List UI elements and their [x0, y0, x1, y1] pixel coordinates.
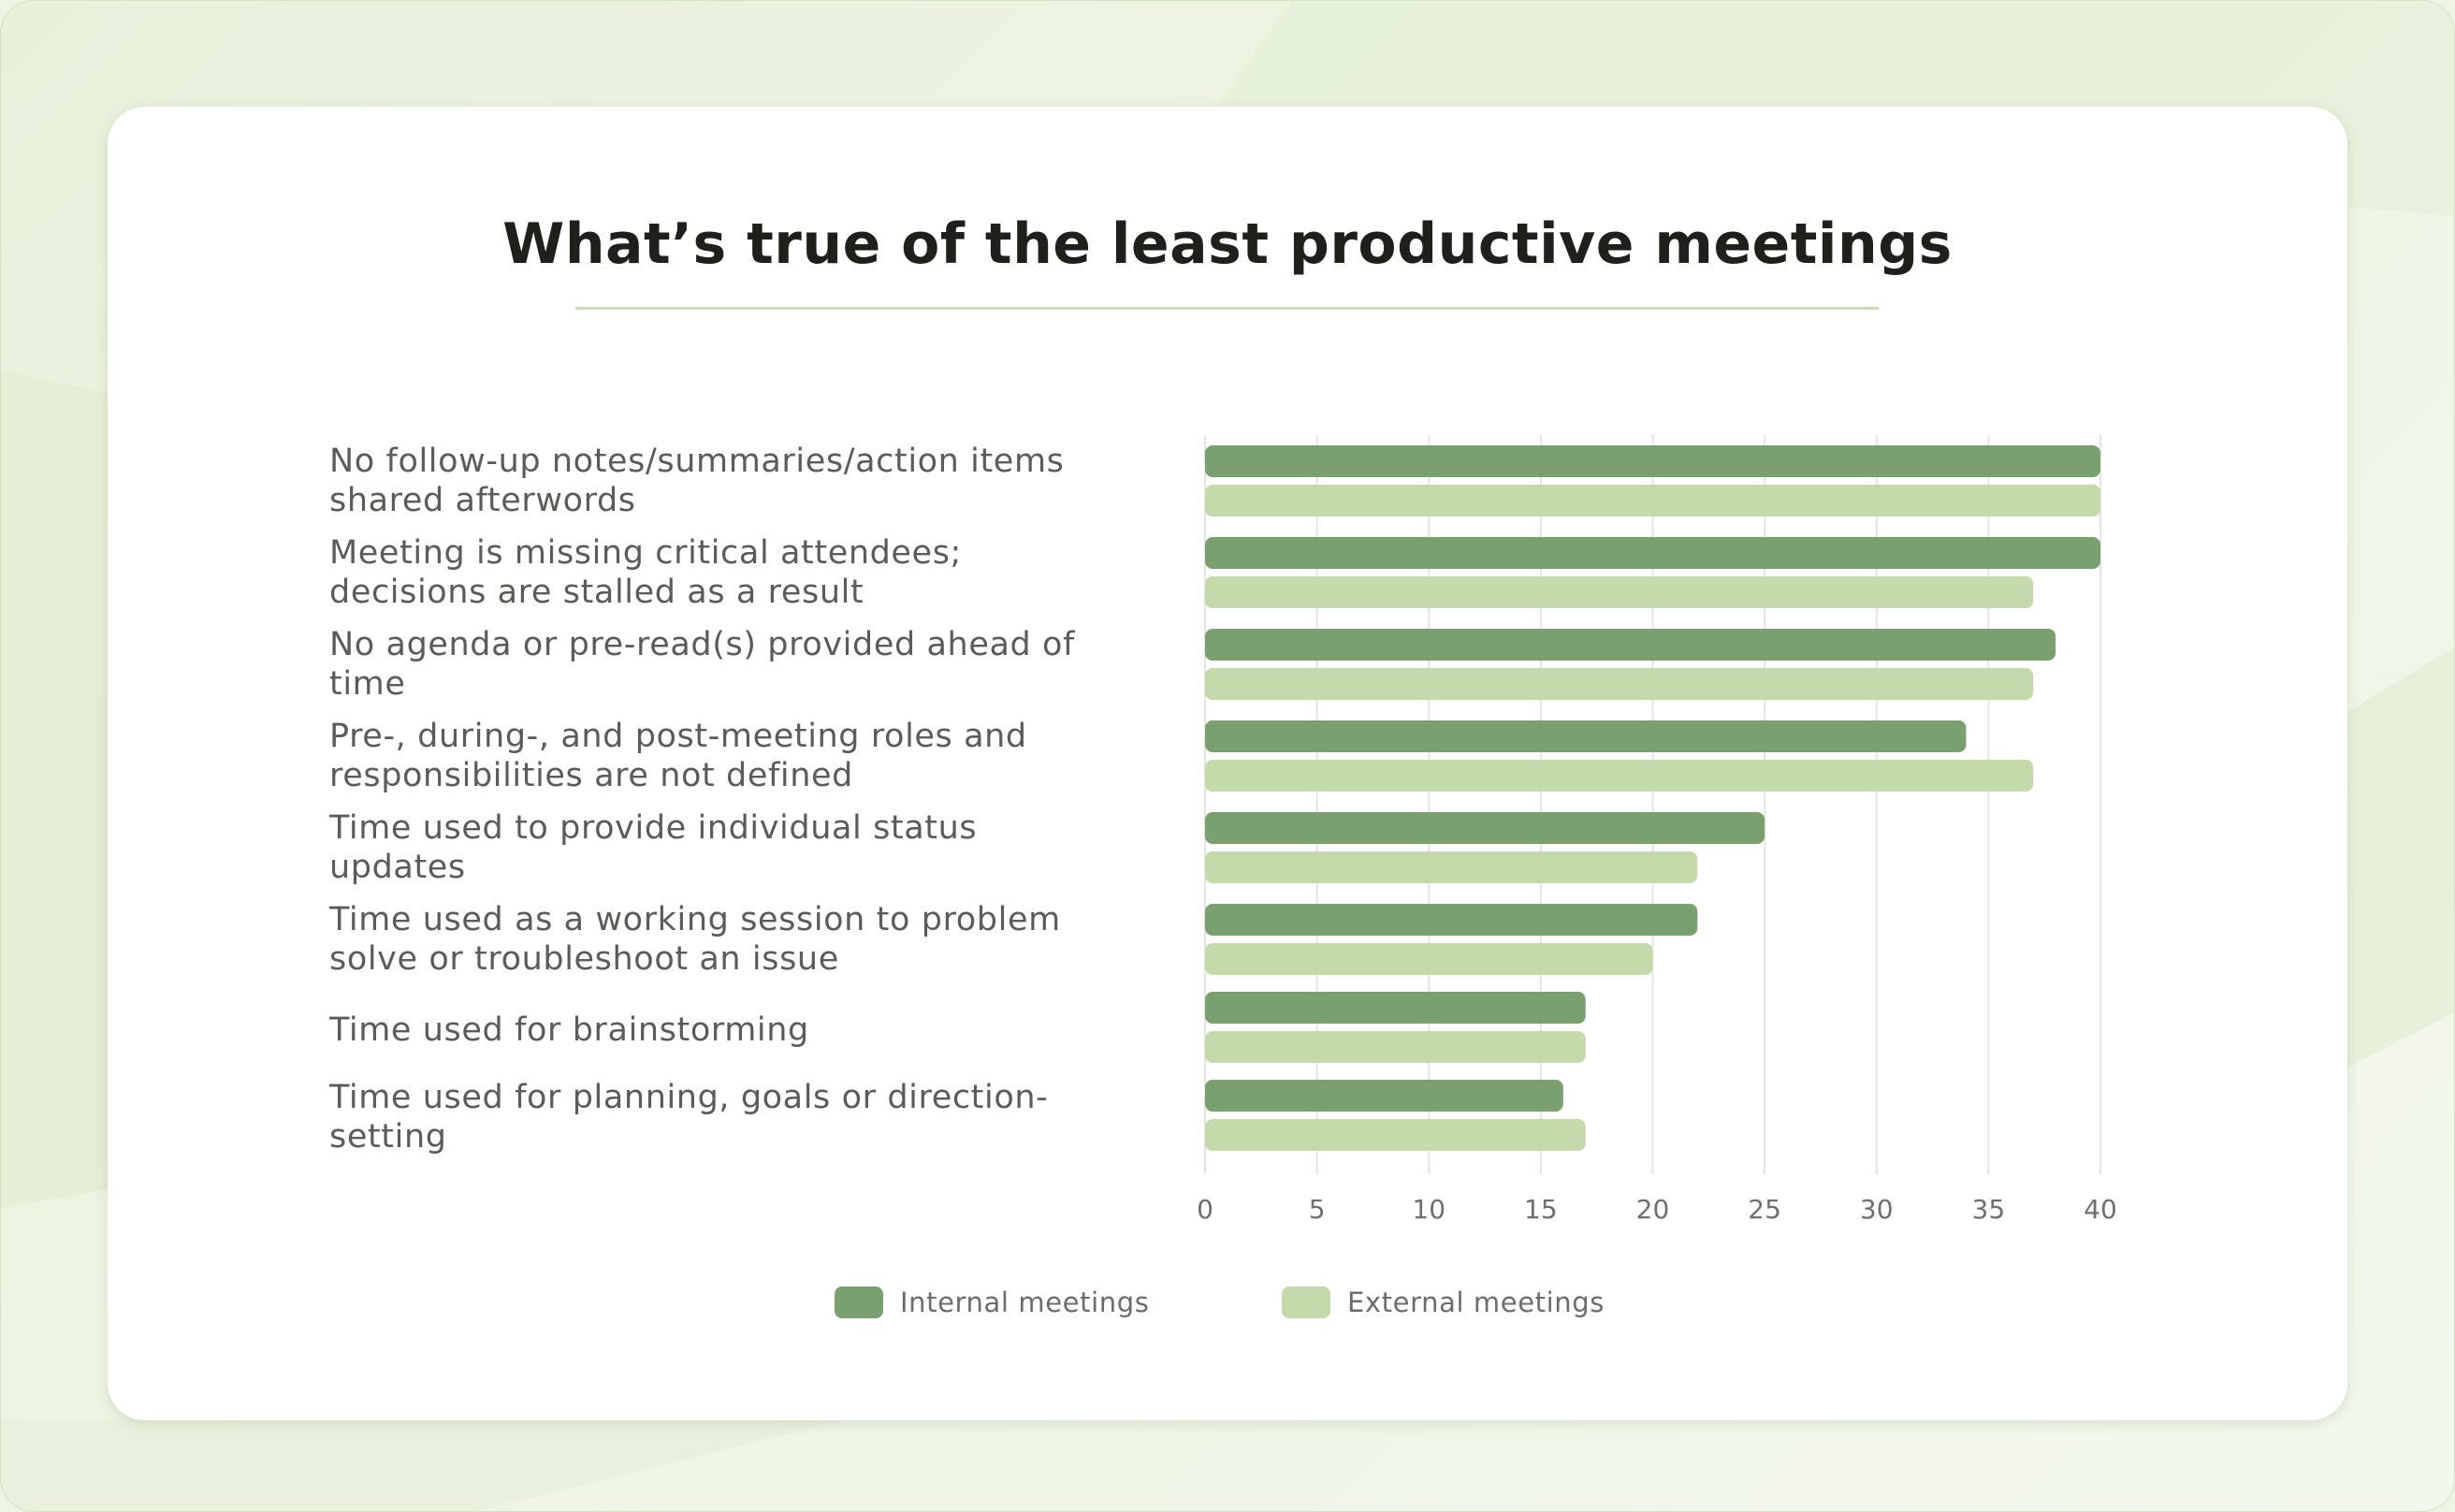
x-tick-label: 40	[2084, 1194, 2117, 1225]
x-tick-label: 15	[1524, 1194, 1558, 1225]
chart-title: What’s true of the least productive meet…	[502, 211, 1953, 277]
category-label: No agenda or pre-read(s) provided ahead …	[329, 626, 1075, 703]
category-label: Time used for brainstorming	[329, 1011, 809, 1049]
bar-external	[1205, 943, 1653, 975]
legend-item-external: External meetings	[1282, 1286, 1605, 1319]
legend-label: Internal meetings	[900, 1287, 1150, 1318]
x-tick-label: 35	[1972, 1194, 2006, 1225]
bar-internal	[1205, 904, 1698, 936]
category-label: Time used as a working session to proble…	[329, 901, 1061, 978]
x-tick-label: 0	[1197, 1194, 1213, 1225]
category-label: Time used for planning, goals or directi…	[329, 1079, 1049, 1156]
bar-internal	[1205, 992, 1586, 1024]
x-tick-label: 20	[1636, 1194, 1670, 1225]
bar-internal	[1205, 445, 2100, 477]
bar-external	[1205, 485, 2100, 516]
legend-swatch	[835, 1287, 883, 1318]
bar-internal	[1205, 1080, 1563, 1112]
bar-external	[1205, 668, 2034, 700]
legend-item-internal: Internal meetings	[835, 1286, 1149, 1319]
legend-swatch	[1282, 1287, 1330, 1318]
x-tick-label: 10	[1412, 1194, 1445, 1225]
bar-external	[1205, 576, 2034, 608]
category-label: Pre-, during-, and post-meeting roles an…	[329, 718, 1027, 794]
bar-internal	[1205, 812, 1765, 844]
bar-external	[1205, 851, 1698, 883]
bar-external	[1205, 1119, 1586, 1151]
category-label: Time used to provide individual status u…	[329, 809, 978, 886]
category-label: Meeting is missing critical attendees; d…	[329, 534, 962, 611]
legend-label: External meetings	[1347, 1287, 1605, 1318]
x-tick-label: 25	[1748, 1194, 1781, 1225]
bar-internal	[1205, 720, 1967, 752]
x-tick-label: 5	[1309, 1194, 1326, 1225]
bar-external	[1205, 1031, 1586, 1063]
category-label: No follow-up notes/summaries/action item…	[329, 443, 1065, 519]
title-underline	[575, 307, 1879, 310]
x-tick-label: 30	[1860, 1194, 1894, 1225]
bar-internal	[1205, 629, 2056, 661]
bar-external	[1205, 760, 2034, 792]
bar-internal	[1205, 537, 2100, 569]
